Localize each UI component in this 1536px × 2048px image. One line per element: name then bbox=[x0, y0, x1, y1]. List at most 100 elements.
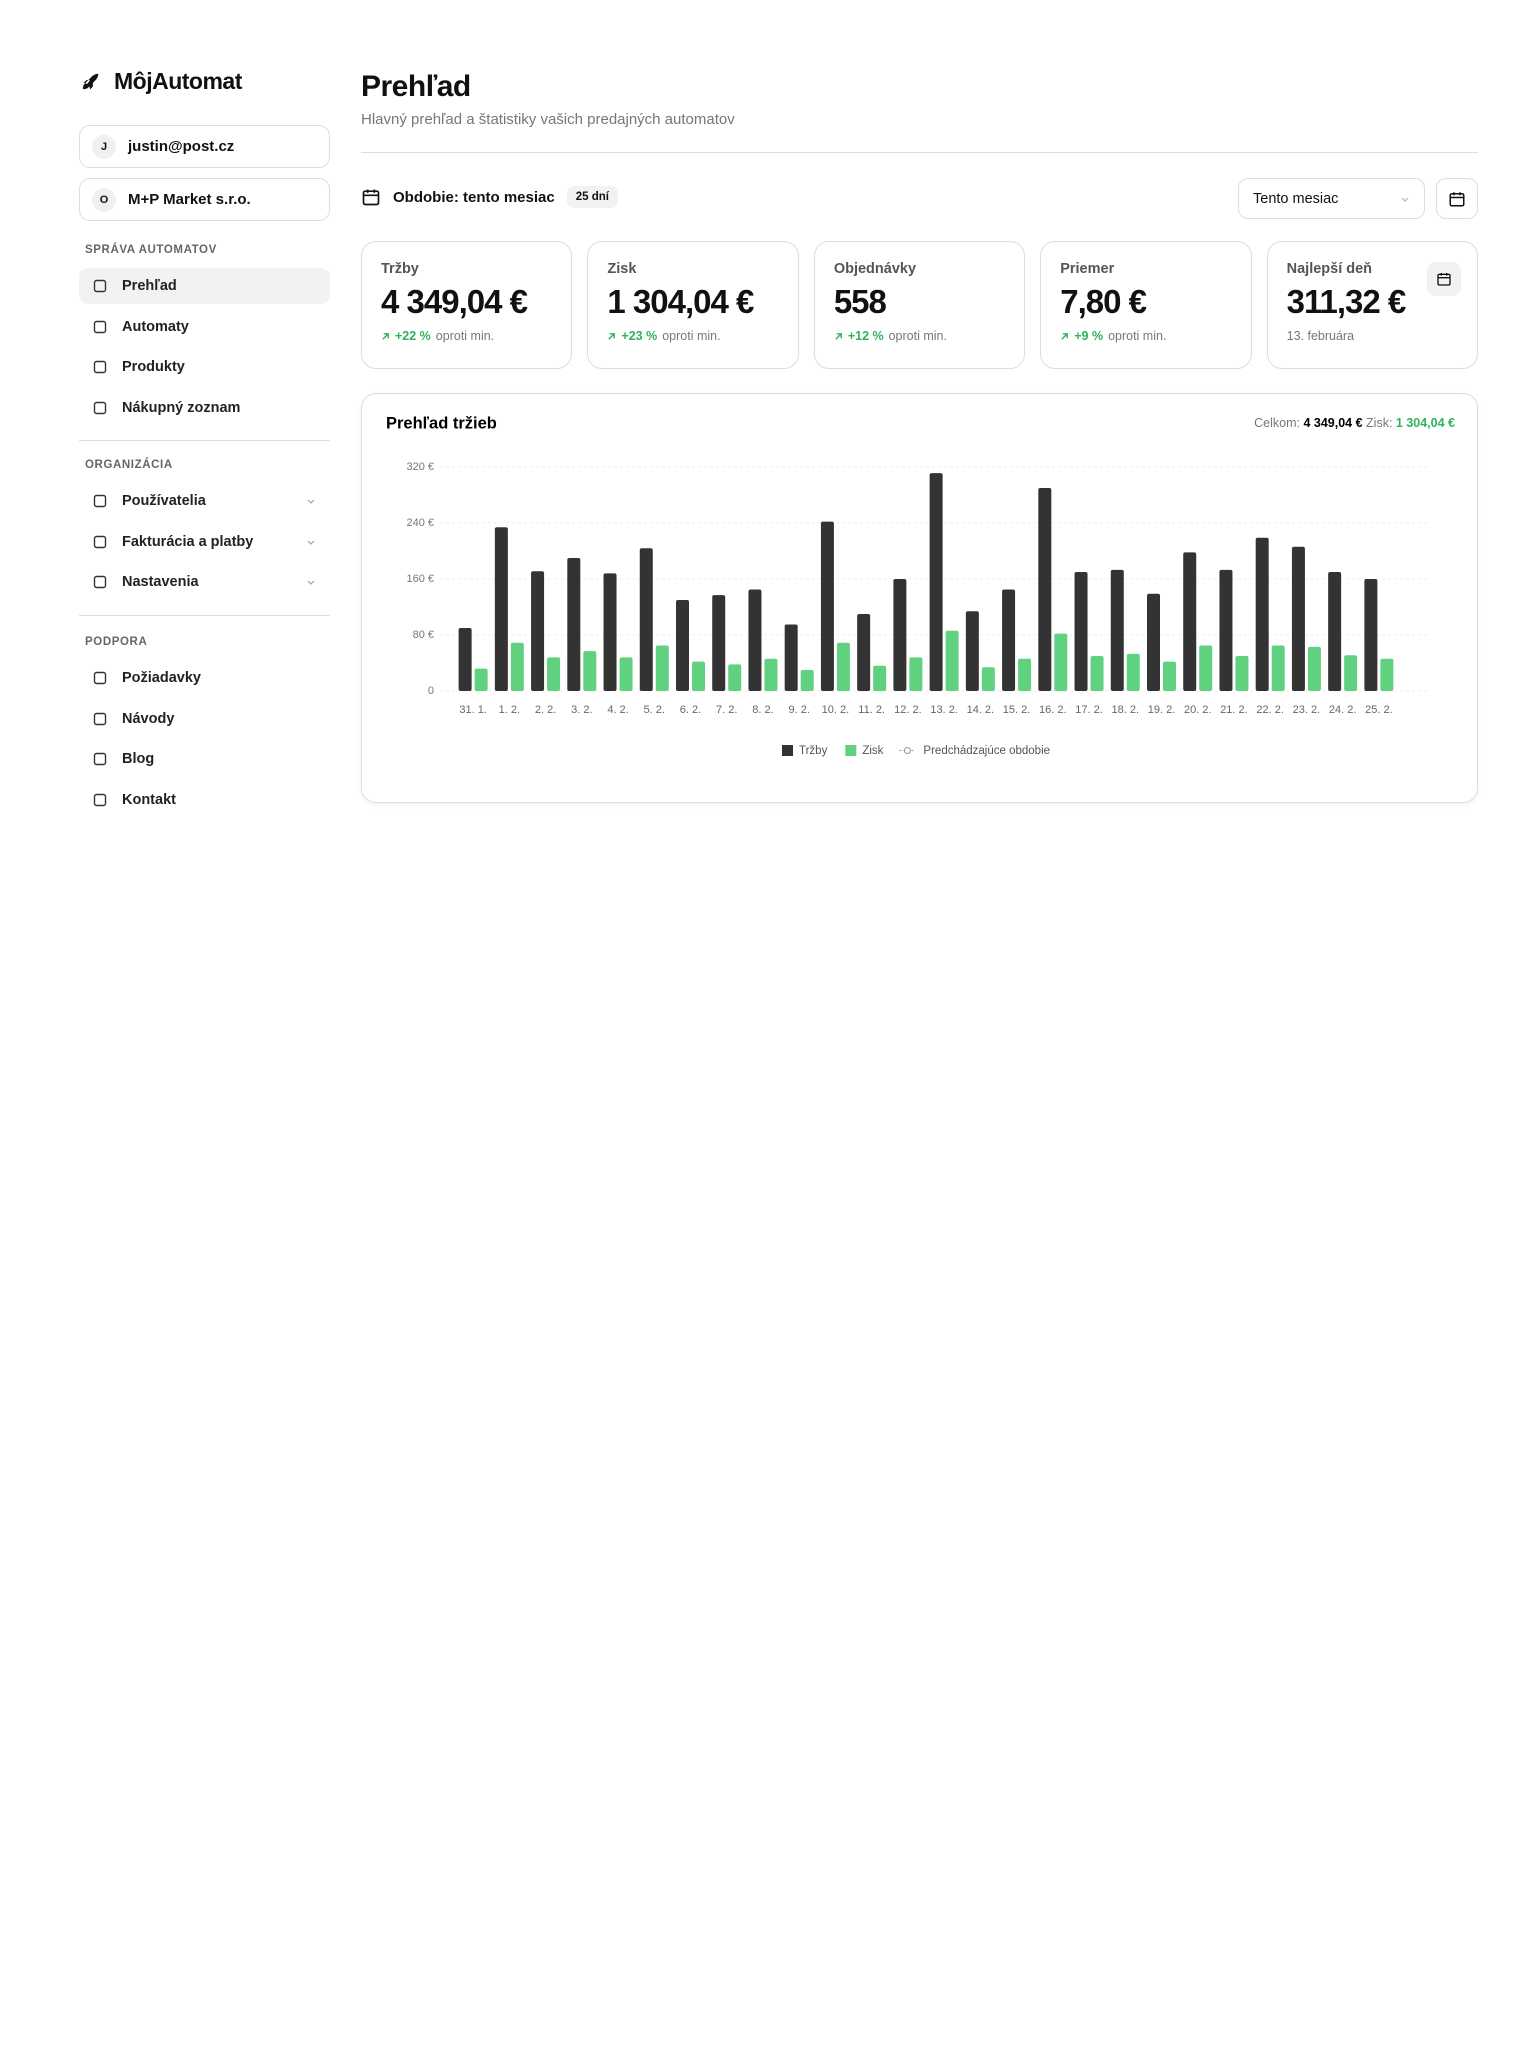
chevron-path bbox=[307, 540, 315, 545]
legend-label: Zisk bbox=[862, 745, 883, 757]
bar bbox=[965, 611, 979, 691]
select-value: Tento mesiac bbox=[1253, 190, 1339, 207]
period-select[interactable]: Tento mesiac bbox=[1238, 178, 1425, 219]
bar bbox=[603, 573, 617, 691]
nav-item[interactable]: Návody bbox=[79, 701, 330, 737]
nav-label: Fakturácia a platby bbox=[122, 533, 254, 550]
bar bbox=[1163, 661, 1176, 691]
nav-icon bbox=[93, 279, 107, 293]
nav-icon bbox=[93, 360, 107, 374]
x-tick-label: 12. 2. bbox=[894, 704, 922, 716]
stat-label: Najlepší deň bbox=[1286, 261, 1373, 277]
nav-item[interactable]: Nastavenia bbox=[79, 564, 330, 600]
divider bbox=[79, 440, 330, 441]
calendar-icon bbox=[362, 189, 380, 206]
nav-icon bbox=[93, 320, 107, 333]
arrow bbox=[1061, 332, 1069, 340]
icon-shape bbox=[93, 793, 107, 806]
nav-section-title: PODPORA bbox=[85, 636, 148, 648]
calendar-button[interactable] bbox=[1436, 178, 1478, 219]
nav-item[interactable]: Prehľad bbox=[79, 268, 330, 304]
nav-label: Nastavenia bbox=[122, 574, 199, 590]
stat-change-value: +23 % bbox=[621, 329, 658, 343]
nav-icon bbox=[93, 712, 107, 725]
nav-label: Návody bbox=[122, 710, 175, 727]
bar bbox=[547, 657, 561, 691]
chevron-path bbox=[307, 580, 315, 585]
x-tick-label: 14. 2. bbox=[967, 704, 995, 716]
stat-change: +12 % oproti min. bbox=[834, 329, 1005, 343]
bar bbox=[567, 558, 581, 691]
nav-item[interactable]: Používatelia bbox=[79, 483, 330, 519]
nav-section-title: SPRÁVA AUTOMATOV bbox=[85, 244, 217, 256]
bar bbox=[836, 642, 850, 691]
nav-item[interactable]: Produkty bbox=[79, 349, 330, 385]
page-subtitle: Hlavný prehľad a štatistiky vašich preda… bbox=[361, 111, 735, 128]
avatar: O bbox=[92, 187, 116, 212]
nav-item[interactable]: Automaty bbox=[79, 309, 330, 345]
bar bbox=[728, 664, 742, 691]
period-label: Obdobie: tento mesiac bbox=[393, 188, 555, 206]
nav-item[interactable]: Kontakt bbox=[79, 782, 330, 818]
bar bbox=[655, 645, 669, 691]
y-tick-label: 240 € bbox=[406, 517, 434, 529]
nav-label: Používatelia bbox=[122, 493, 206, 509]
bar bbox=[909, 657, 923, 691]
period: Obdobie: tento mesiac 25 dní bbox=[361, 186, 618, 208]
chevron bbox=[307, 580, 315, 585]
stat-note: oproti min. bbox=[888, 329, 947, 343]
chevron bbox=[1401, 197, 1409, 202]
arrow bbox=[608, 332, 616, 340]
stat-label: Tržby bbox=[381, 261, 419, 277]
company-switch[interactable]: O M+P Market s.r.o. bbox=[79, 178, 330, 221]
trend-icon bbox=[1061, 332, 1069, 340]
chart-card: Prehľad tržieb Celkom: 4 349,04 € Zisk: … bbox=[361, 393, 1478, 803]
bar bbox=[784, 624, 798, 691]
stat-change-value: +12 % bbox=[847, 329, 884, 343]
stat-note: oproti min. bbox=[435, 329, 495, 343]
legend-label: Tržby bbox=[799, 745, 828, 757]
x-tick-label: 4. 2. bbox=[607, 704, 628, 716]
icon-shape bbox=[93, 712, 107, 725]
bar bbox=[1364, 579, 1378, 691]
icon-shape bbox=[93, 535, 107, 548]
nav-label: Produkty bbox=[122, 359, 185, 375]
icon-shape bbox=[93, 320, 107, 333]
x-tick-label: 23. 2. bbox=[1293, 704, 1321, 716]
brand-name: MôjAutomat bbox=[114, 68, 242, 94]
x-tick-label: 31. 1. bbox=[459, 704, 487, 716]
bar bbox=[692, 661, 705, 691]
bar bbox=[1183, 552, 1197, 691]
nav-icon bbox=[93, 494, 107, 508]
bar bbox=[800, 670, 814, 691]
y-tick-label: 0 bbox=[428, 685, 434, 697]
stat-note: 13. februára bbox=[1286, 329, 1355, 343]
icon-shape bbox=[93, 671, 107, 685]
stat-change-value: +9 % bbox=[1074, 329, 1104, 343]
stat-card: Tržby 4 349,04 € +22 % oproti min. bbox=[361, 241, 573, 369]
divider bbox=[361, 152, 1478, 153]
trend-icon bbox=[382, 332, 389, 340]
x-tick-label: 2. 2. bbox=[535, 704, 556, 716]
stat-card: Objednávky 558 +12 % oproti min. bbox=[813, 241, 1026, 369]
bar bbox=[1344, 655, 1358, 691]
stat-card: Priemer 7,80 € +9 % oproti min. bbox=[1040, 241, 1252, 369]
bar bbox=[873, 665, 887, 691]
nav-item[interactable]: Blog bbox=[79, 741, 330, 777]
bar bbox=[1219, 569, 1233, 691]
icon-shape bbox=[93, 401, 107, 414]
y-tick-label: 160 € bbox=[406, 573, 434, 585]
bar bbox=[583, 651, 597, 691]
nav-item[interactable]: Fakturácia a platby bbox=[79, 524, 330, 560]
x-tick-label: 13. 2. bbox=[930, 704, 958, 716]
nav-item[interactable]: Nákupný zoznam bbox=[79, 390, 330, 426]
nav-item[interactable]: Požiadavky bbox=[79, 660, 330, 696]
chart-title: Prehľad tržieb bbox=[386, 414, 497, 432]
bar bbox=[619, 657, 633, 691]
nav-label: Prehľad bbox=[122, 278, 177, 294]
stat-value: 7,80 € bbox=[1060, 283, 1147, 320]
bar bbox=[1380, 658, 1394, 691]
calendar-icon bbox=[1437, 273, 1451, 286]
bar bbox=[1255, 537, 1269, 691]
